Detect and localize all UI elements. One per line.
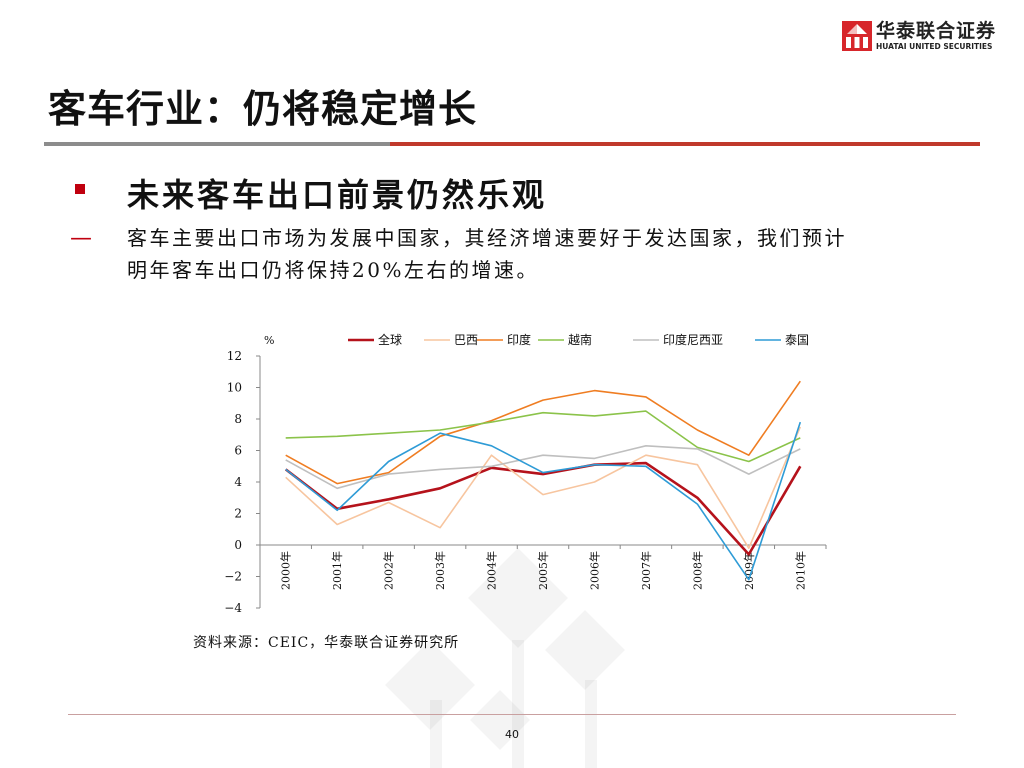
body-text-line-2: 明年客车出口仍将保持20%左右的增速。 [127, 258, 539, 282]
x-tick-label: 2009年 [742, 551, 756, 590]
y-tick-label: 6 [234, 444, 242, 458]
series-line-2 [285, 426, 802, 549]
y-tick-label: 8 [234, 412, 242, 426]
y-tick-label: −2 [224, 570, 242, 584]
series-line-6 [285, 421, 802, 581]
x-tick-label: 2007年 [639, 551, 653, 590]
y-axis-unit-label: % [264, 334, 274, 347]
gdp-growth-line-chart: 12 10 8 6 4 2 0 −2 −4% 2000年 2001年 2002年 2003年 2004年 2… [224, 332, 827, 615]
legend-label-5: 印度尼西亚 [663, 332, 723, 347]
legend-label-6: 泰国 [785, 333, 809, 347]
logo-english-name: HUATAI UNITED SECURITIES [876, 42, 993, 51]
x-tick-label: 2005年 [536, 551, 550, 590]
y-tick-label: 0 [234, 538, 242, 552]
x-tick-label: 2006年 [587, 551, 601, 590]
legend-label-1: 全球 [378, 332, 402, 347]
series-line-5 [285, 445, 801, 490]
company-logo: 华泰联合证券 HUATAI UNITED SECURITIES [842, 20, 996, 51]
series-line-4 [285, 410, 801, 463]
dash-marker: — [70, 226, 92, 251]
x-tick-label: 2004年 [485, 551, 499, 590]
bullet-heading: 未来客车出口前景仍然乐观 [127, 176, 548, 214]
company-logo-icon [842, 20, 872, 51]
slide-title: 客车行业：仍将稳定增长 [48, 87, 478, 131]
x-tick-label: 2001年 [330, 551, 344, 590]
footer-divider [68, 714, 956, 715]
logo-chinese-name: 华泰联合证券 [876, 20, 997, 42]
x-tick-label: 2003年 [433, 551, 447, 590]
y-tick-label: 2 [234, 507, 242, 521]
legend-label-3: 印度 [507, 332, 531, 347]
y-tick-label: −4 [224, 601, 242, 615]
page-number: 40 [505, 728, 519, 741]
y-tick-label: 10 [227, 381, 242, 395]
series-line-1 [284, 461, 802, 556]
x-tick-label: 2002年 [382, 551, 396, 590]
x-tick-label: 2010年 [793, 551, 807, 590]
series-line-3 [285, 380, 801, 485]
y-tick-label: 4 [234, 475, 242, 489]
y-tick-label: 12 [227, 349, 242, 363]
legend-label-2: 巴西 [454, 333, 478, 347]
body-text-line-1: 客车主要出口市场为发展中国家，其经济增速要好于发达国家，我们预计 [127, 226, 847, 250]
legend-label-4: 越南 [568, 332, 592, 347]
title-divider-red [390, 142, 980, 146]
chart-source: 资料来源：CEIC，华泰联合证券研究所 [193, 635, 460, 651]
title-divider-gray [44, 142, 390, 146]
bullet-square-icon [75, 184, 85, 194]
x-tick-label: 2000年 [279, 551, 293, 590]
x-tick-label: 2008年 [690, 551, 704, 590]
